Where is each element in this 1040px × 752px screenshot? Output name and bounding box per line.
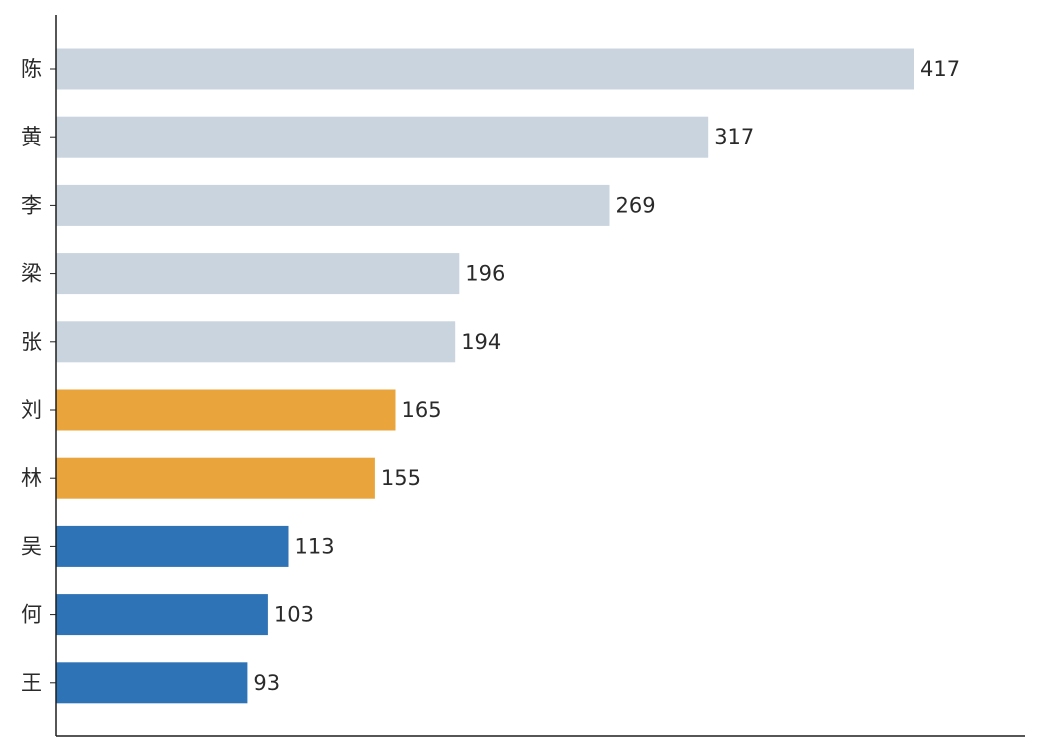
y-tick-label-6: 林 — [21, 466, 42, 490]
bar-5 — [56, 389, 396, 431]
bar-1 — [56, 116, 709, 158]
value-labels-group: 417 317 269 196 194 165 155 113 103 93 — [253, 57, 960, 695]
value-label-6: 155 — [381, 466, 421, 490]
value-label-0: 417 — [920, 57, 960, 81]
y-tick-label-5: 刘 — [21, 398, 42, 422]
y-tick-label-8: 何 — [21, 603, 42, 627]
y-tick-label-7: 吴 — [21, 534, 42, 558]
y-tick-label-0: 陈 — [21, 57, 42, 81]
bar-8 — [56, 594, 268, 636]
bar-7 — [56, 525, 289, 567]
y-tick-label-9: 王 — [21, 671, 42, 695]
bar-0 — [56, 48, 914, 90]
y-tick-label-4: 张 — [21, 330, 42, 354]
value-label-7: 113 — [295, 534, 335, 558]
bar-2 — [56, 184, 610, 226]
bar-9 — [56, 662, 248, 704]
y-tick-label-3: 梁 — [21, 262, 42, 286]
value-label-4: 194 — [461, 330, 501, 354]
value-label-5: 165 — [402, 398, 442, 422]
value-label-1: 317 — [714, 125, 754, 149]
value-label-3: 196 — [465, 262, 505, 286]
y-tick-label-1: 黄 — [21, 125, 42, 149]
value-label-2: 269 — [616, 193, 656, 217]
value-label-8: 103 — [274, 603, 314, 627]
bar-3 — [56, 253, 460, 295]
bars-group — [56, 48, 914, 704]
y-tick-label-2: 李 — [21, 193, 42, 217]
bar-4 — [56, 321, 456, 363]
bar-6 — [56, 457, 375, 499]
value-label-9: 93 — [253, 671, 280, 695]
